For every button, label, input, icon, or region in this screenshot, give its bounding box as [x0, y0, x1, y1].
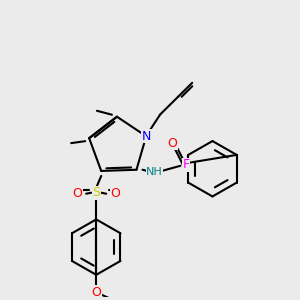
Text: NH: NH: [146, 167, 163, 177]
Text: F: F: [183, 158, 190, 171]
Text: N: N: [142, 130, 151, 143]
Text: O: O: [72, 187, 82, 200]
Text: O: O: [91, 286, 101, 299]
Text: O: O: [110, 187, 120, 200]
Text: O: O: [167, 136, 177, 149]
Text: S: S: [92, 186, 100, 199]
